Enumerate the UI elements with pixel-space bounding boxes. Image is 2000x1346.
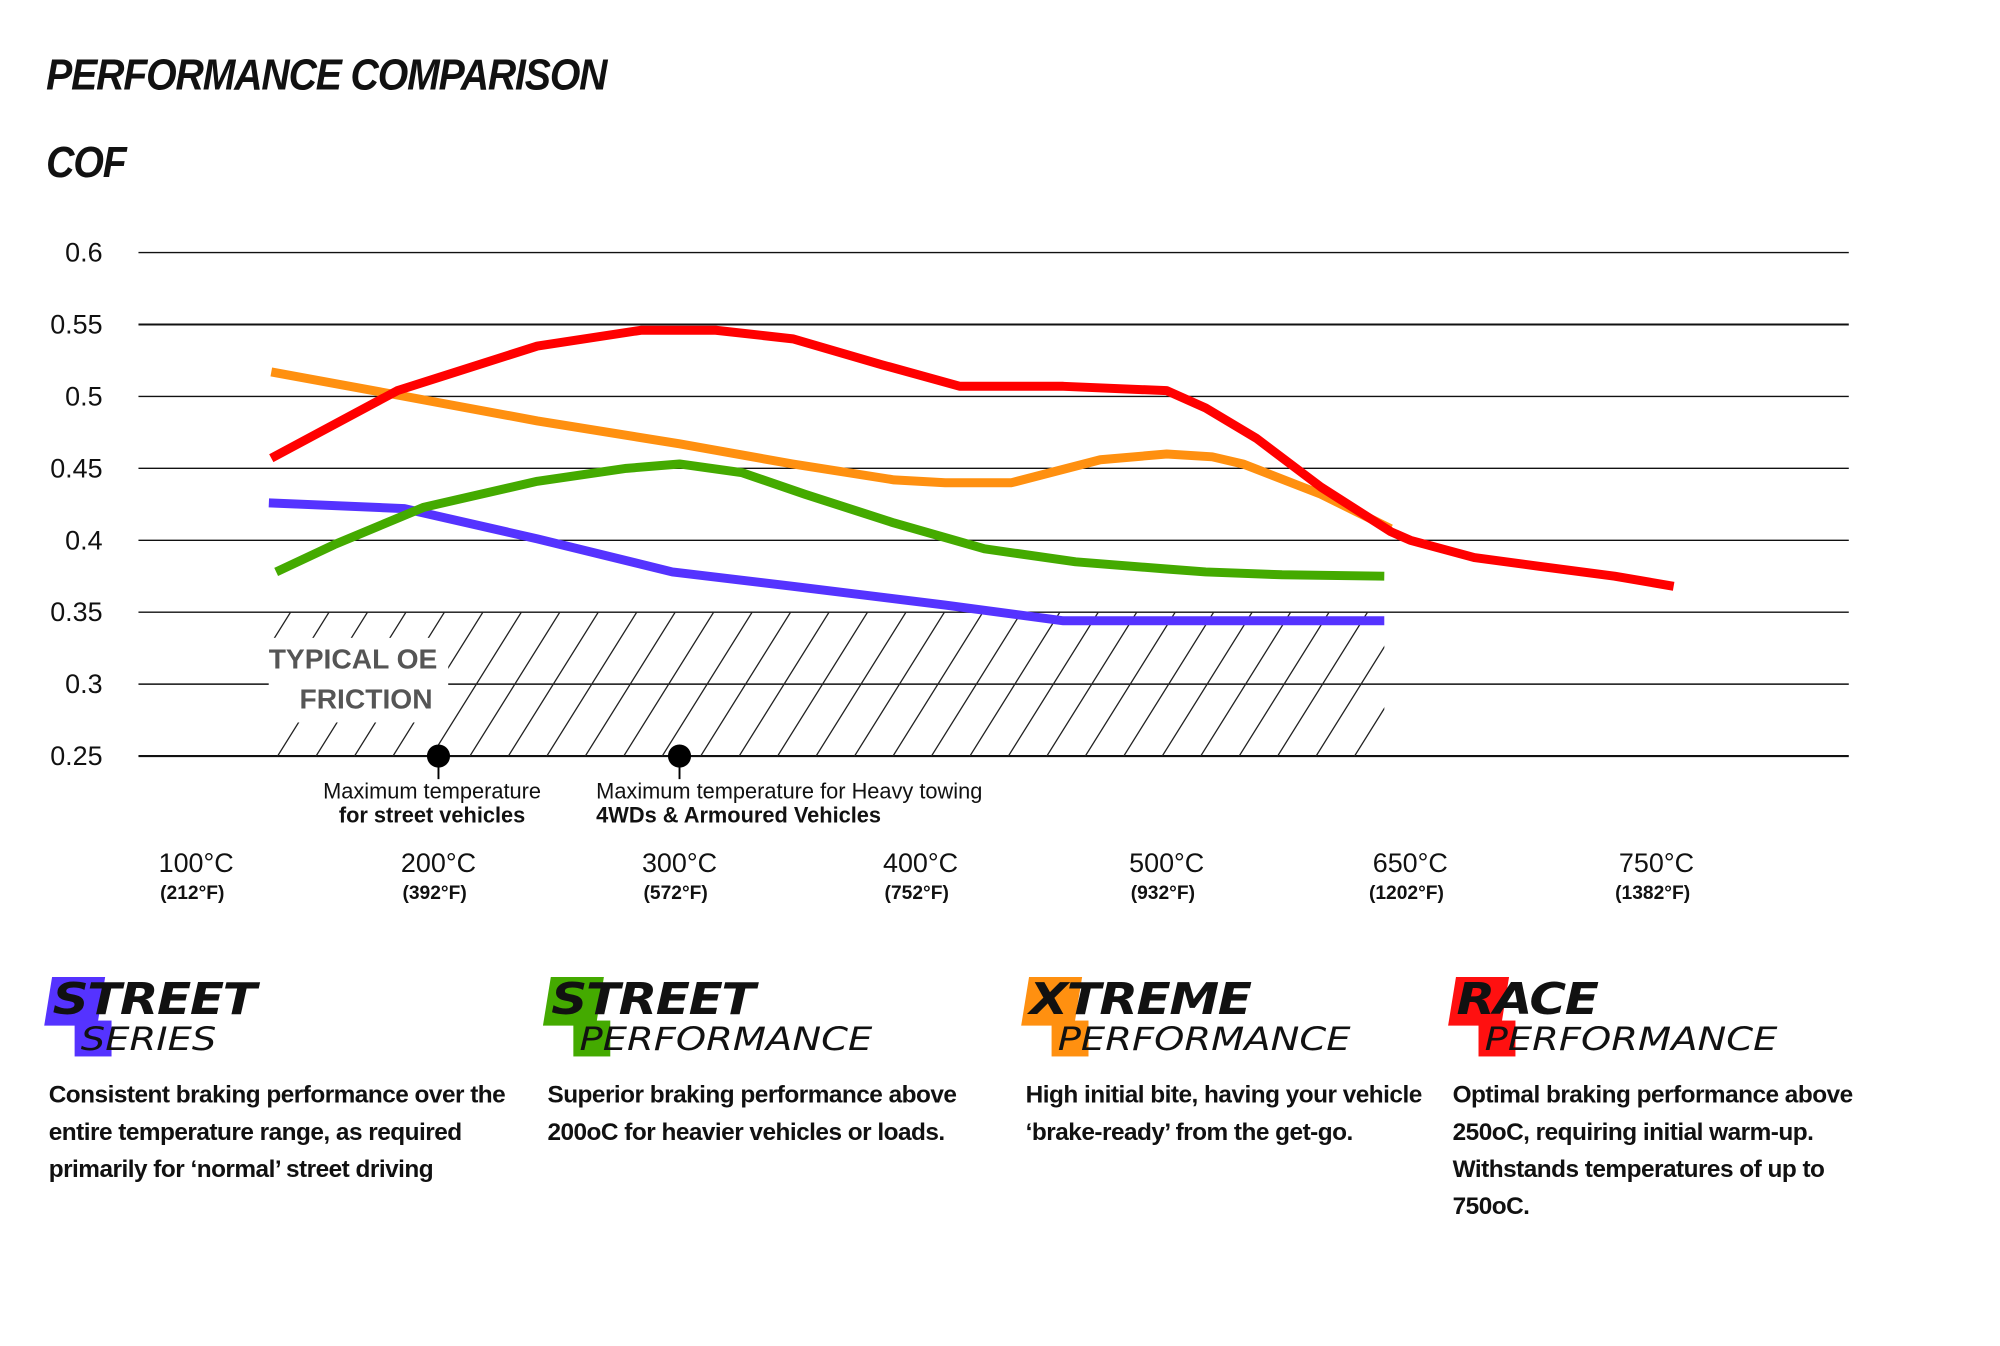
y-tick-label: 0.6: [65, 238, 102, 268]
region-label-line1: TYPICAL OE: [269, 643, 438, 675]
annotation-line2: for street vehicles: [339, 803, 525, 828]
brand-description: High initial bite, having your vehicle ‘…: [1025, 1082, 1423, 1147]
brand-logo-4: RACE PERFORMANCE: [1448, 974, 1777, 1058]
y-tick-label: 0.5: [65, 381, 102, 411]
brand-sub-name: ERFORMANCE: [602, 1020, 873, 1058]
y-tick-label: 0.3: [65, 669, 102, 699]
y-tick-label: 0.35: [50, 597, 102, 627]
region-label-line2: FRICTION: [299, 682, 432, 714]
page-title: PERFORMANCE COMPARISON: [46, 51, 607, 101]
series-line-street_performance: [274, 459, 1385, 581]
brand-name: TREET: [87, 974, 257, 1026]
x-tick-label-fahrenheit: (212°F): [160, 883, 224, 904]
x-tick-label-celsius: 400°C: [883, 848, 958, 878]
brand-initial: R: [1456, 974, 1495, 1026]
brand-logo-2: STREET PERFORMANCE: [542, 974, 872, 1058]
brand-initial: X: [1029, 974, 1069, 1026]
x-tick-label-celsius: 200°C: [401, 848, 476, 878]
series-line-race_performance: [269, 325, 1675, 591]
x-tick-label-celsius: 650°C: [1373, 848, 1448, 878]
brand-sub-accent-box: [1478, 1020, 1516, 1057]
brand-name: TREET: [585, 974, 756, 1026]
brand-sub-name: ERIES: [105, 1020, 217, 1058]
x-tick-label-fahrenheit: (1202°F): [1369, 883, 1444, 904]
series-line-xtreme_performance: [270, 367, 1393, 533]
x-tick-label-celsius: 500°C: [1129, 848, 1204, 878]
y-tick-label: 0.55: [50, 309, 102, 339]
brand-sub-initial: P: [579, 1020, 603, 1058]
x-tick-label-fahrenheit: (1382°F): [1615, 883, 1690, 904]
x-tick-label-fahrenheit: (752°F): [885, 883, 949, 904]
brand-sub-accent-box: [573, 1020, 611, 1057]
brand-sub-name: ERFORMANCE: [1507, 1020, 1778, 1058]
y-axis-title: COF: [46, 138, 127, 188]
brand-description: Superior braking performance above 200oC…: [547, 1082, 957, 1147]
brand-name: TREME: [1066, 974, 1252, 1026]
region-label-background: [268, 637, 449, 723]
x-tick-label-celsius: 300°C: [642, 848, 717, 878]
x-tick-label-celsius: 100°C: [159, 848, 234, 878]
annotation-line1: Maximum temperature: [323, 778, 541, 803]
annotation-line1: Maximum temperature for Heavy towing: [596, 778, 982, 803]
series-line-street_series: [268, 498, 1385, 626]
brand-initial: S: [52, 974, 89, 1026]
y-tick-label: 0.45: [50, 453, 102, 483]
brand-description: Optimal braking performance above 250oC,…: [1452, 1082, 1854, 1221]
brand-name: ACE: [1493, 974, 1599, 1026]
x-tick-label-fahrenheit: (932°F): [1131, 883, 1195, 904]
x-tick-label-celsius: 750°C: [1619, 848, 1694, 878]
cof-chart: 0.6 0.55 0.5 0.45 0.4 0.35 0.3 0.25 TYPICAL OE F…: [50, 238, 1849, 904]
y-tick-label: 0.4: [65, 525, 102, 555]
brand-sub-initial: S: [80, 1020, 106, 1058]
brand-sub-name: ERFORMANCE: [1080, 1020, 1351, 1058]
brand-sub-accent-box: [74, 1020, 112, 1057]
y-tick-label: 0.25: [50, 741, 102, 771]
typical-oe-hatched-region: [271, 612, 1385, 757]
brand-logo-3: XTREME PERFORMANCE: [1021, 974, 1351, 1058]
brand-description: Consistent braking performance over the …: [48, 1082, 506, 1184]
brand-initial: S: [551, 974, 587, 1026]
brand-sub-initial: P: [1057, 1020, 1081, 1058]
x-tick-label-fahrenheit: (572°F): [644, 883, 708, 904]
annotation-line2: 4WDs & Armoured Vehicles: [596, 803, 881, 828]
brand-sub-accent-box: [1051, 1020, 1089, 1057]
x-tick-label-fahrenheit: (392°F): [402, 883, 466, 904]
brand-sub-initial: P: [1484, 1020, 1508, 1058]
brand-logo-1: STREET SERIES: [44, 974, 257, 1058]
